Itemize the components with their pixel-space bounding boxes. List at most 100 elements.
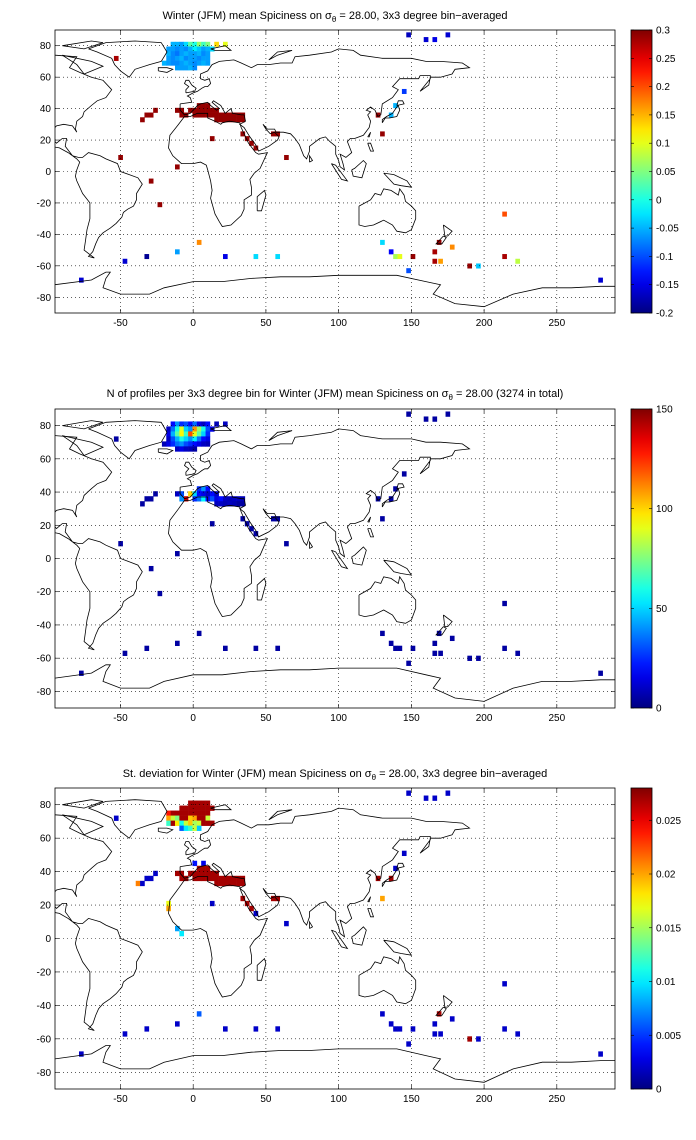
heatmap-cell: [201, 107, 206, 113]
heatmap-cell: [179, 875, 185, 882]
coastline: [168, 496, 269, 618]
y-tick-label: 40: [40, 488, 52, 499]
heatmap-cell: [445, 411, 451, 417]
heatmap-cells: [79, 411, 603, 676]
coastline: [383, 939, 413, 956]
heatmap-cell: [192, 107, 198, 113]
heatmap-cell: [196, 441, 202, 447]
heatmap-cell: [205, 436, 211, 442]
heatmap-cell: [170, 441, 176, 447]
heatmap-cell: [397, 645, 403, 651]
heatmap-cell: [179, 421, 185, 427]
heatmap-cell: [175, 810, 180, 816]
heatmap-cell: [432, 650, 438, 656]
heatmap-cell: [188, 815, 193, 821]
heatmap-cell: [196, 239, 202, 245]
heatmap-cell: [218, 501, 224, 507]
heatmap-cell: [175, 441, 180, 447]
heatmap-cell: [170, 60, 176, 66]
heatmap-cell: [515, 258, 521, 264]
heatmap-cell: [196, 810, 202, 816]
heatmap-cell: [122, 1031, 128, 1037]
coastline: [367, 896, 371, 903]
heatmap-cell: [284, 541, 289, 547]
heatmap-cell: [144, 112, 150, 118]
coastline: [184, 461, 197, 476]
heatmap-cell: [196, 496, 202, 502]
heatmap-cells: [79, 790, 603, 1057]
heatmap-cell: [236, 496, 241, 502]
heatmap-cell: [205, 491, 211, 497]
heatmap-cell: [161, 441, 167, 447]
heatmap-cell: [209, 870, 215, 877]
heatmap-cell: [231, 112, 237, 118]
heatmap-cell: [209, 107, 215, 113]
heatmap-cell: [175, 640, 180, 647]
y-tick-label: -80: [37, 687, 52, 698]
heatmap-cell: [192, 875, 198, 882]
heatmap-cell: [271, 516, 276, 522]
heatmap-cell: [393, 645, 398, 651]
colorbar-tick-label: 0.02: [656, 870, 676, 881]
heatmap-cell: [188, 820, 193, 826]
heatmap-cell: [406, 790, 411, 796]
heatmap-cell: [236, 875, 241, 882]
heatmap-cell: [192, 436, 198, 442]
heatmap-cell: [201, 496, 206, 502]
colorbar-tick-label: 0.015: [656, 923, 681, 934]
y-tick-label: 60: [40, 454, 52, 465]
heatmap-cell: [192, 441, 198, 447]
heatmap-cell: [410, 1026, 416, 1032]
heatmap-cell: [188, 426, 193, 432]
heatmap-cell: [423, 416, 429, 422]
heatmap-cell: [476, 263, 481, 269]
heatmap-cell: [205, 107, 211, 113]
heatmap-cell: [196, 426, 202, 432]
heatmap-cell: [175, 1021, 180, 1027]
heatmap-cell: [170, 436, 176, 442]
heatmap-cell: [227, 496, 233, 502]
heatmap-cell: [388, 249, 394, 255]
heatmap-cell: [380, 239, 385, 245]
heatmap-cells: [79, 32, 603, 283]
coastline: [55, 435, 143, 651]
heatmap-cell: [170, 421, 176, 427]
heatmap-cell: [140, 880, 145, 887]
y-tick-label: -60: [37, 261, 52, 272]
heatmap-cell: [284, 154, 289, 161]
heatmap-cell: [170, 815, 176, 821]
heatmap-cell: [179, 446, 185, 452]
heatmap-cell: [140, 501, 145, 507]
heatmap-cell: [410, 645, 416, 651]
heatmap-cell: [388, 640, 394, 647]
heatmap-cell: [196, 55, 202, 61]
heatmap-cell: [214, 41, 219, 47]
heatmap-cell: [502, 1026, 507, 1032]
heatmap-cell: [231, 117, 237, 123]
heatmap-cell: [140, 117, 145, 123]
heatmap-cell: [445, 32, 451, 38]
heatmap-cell: [201, 103, 206, 109]
heatmap-cell: [144, 1026, 150, 1032]
heatmap-cell: [118, 154, 123, 161]
x-tick-label: -50: [113, 318, 128, 329]
heatmap-cell: [161, 60, 167, 66]
heatmap-cell: [201, 51, 206, 57]
heatmap-cell: [205, 60, 211, 66]
heatmap-cell: [205, 103, 211, 109]
coastline: [367, 516, 371, 523]
heatmap-cell: [196, 107, 202, 113]
colorbar-tick-label: -0.1: [656, 252, 674, 263]
heatmap-cell: [223, 501, 228, 507]
coastline: [88, 799, 168, 839]
colorbar-tick-label: 0.05: [656, 167, 676, 178]
heatmap-cell: [179, 65, 185, 71]
heatmap-cell: [175, 426, 180, 432]
y-tick-label: -20: [37, 587, 52, 598]
x-tick-label: 0: [190, 318, 196, 329]
coastline: [331, 549, 349, 570]
heatmap-cell: [209, 491, 215, 497]
heatmap-cell: [192, 491, 198, 497]
heatmap-cell: [166, 810, 171, 816]
heatmap-cell: [192, 810, 198, 816]
